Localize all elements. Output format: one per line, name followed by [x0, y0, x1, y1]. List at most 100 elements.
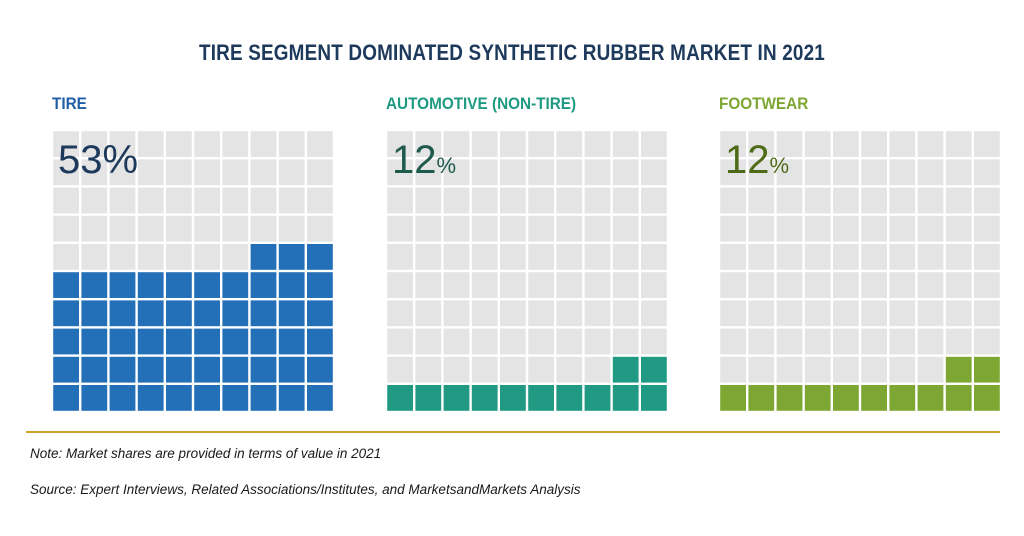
waffle-cell-filled	[81, 328, 108, 355]
waffle-cell-filled	[612, 356, 639, 383]
waffle-cell-filled	[556, 385, 583, 411]
waffle-cell-empty	[584, 356, 611, 383]
waffle-cell-empty	[387, 215, 413, 242]
waffle-cell-empty	[776, 328, 803, 355]
waffle-cell-empty	[53, 131, 79, 157]
waffle-cell-filled	[945, 356, 972, 383]
waffle-cell-empty	[889, 187, 916, 214]
waffle-cell-filled	[222, 385, 249, 411]
waffle-cell-filled	[137, 272, 164, 298]
waffle-panel-automotive: AUTOMOTIVE (NON-TIRE) 12%	[386, 94, 668, 412]
waffle-cell-empty	[556, 328, 583, 355]
waffle-cell-filled	[307, 244, 333, 270]
waffle-cell-filled	[81, 272, 108, 298]
waffle-cell-filled	[81, 385, 108, 411]
waffle-cell-empty	[612, 215, 639, 242]
waffle-cell-filled	[584, 385, 611, 411]
waffle-cell-empty	[776, 244, 803, 270]
waffle-cell-empty	[833, 215, 859, 242]
segment-label: AUTOMOTIVE (NON-TIRE)	[386, 94, 577, 113]
waffle-cell-filled	[974, 356, 1000, 383]
waffle-cell-empty	[528, 159, 554, 186]
waffle-cell-empty	[194, 187, 220, 214]
waffle-panel-footwear: FOOTWEAR 12%	[719, 94, 1001, 412]
waffle-cell-empty	[833, 272, 859, 298]
waffle-cell-empty	[974, 187, 1000, 214]
waffle-cell-empty	[556, 215, 583, 242]
waffle-cell-empty	[641, 215, 667, 242]
waffle-cell-filled	[250, 328, 277, 355]
waffle-cell-filled	[53, 328, 79, 355]
waffle-cell-empty	[222, 244, 249, 270]
waffle-cell-empty	[917, 356, 944, 383]
waffle-cell-filled	[81, 356, 108, 383]
waffle-cell-empty	[720, 328, 746, 355]
waffle-cell-empty	[917, 131, 944, 157]
waffle-cell-filled	[166, 300, 192, 327]
waffle-cell-filled	[278, 272, 305, 298]
waffle-cell-empty	[528, 300, 554, 327]
waffle-cell-filled	[166, 272, 192, 298]
waffle-cell-empty	[194, 244, 220, 270]
waffle-cell-empty	[889, 131, 916, 157]
waffle-cell-empty	[500, 244, 526, 270]
waffle-cell-empty	[748, 356, 775, 383]
waffle-cell-filled	[194, 385, 220, 411]
waffle-cell-empty	[443, 272, 470, 298]
waffle-cell-empty	[748, 272, 775, 298]
waffle-cell-empty	[945, 187, 972, 214]
waffle-cell-empty	[194, 215, 220, 242]
waffle-cell-empty	[222, 187, 249, 214]
waffle-cell-filled	[109, 385, 136, 411]
waffle-cell-empty	[945, 300, 972, 327]
waffle-cell-filled	[222, 328, 249, 355]
waffle-cell-empty	[612, 244, 639, 270]
waffle-cell-empty	[443, 356, 470, 383]
waffle-cell-empty	[443, 187, 470, 214]
waffle-cell-empty	[974, 131, 1000, 157]
waffle-cell-empty	[776, 131, 803, 157]
waffle-cell-empty	[250, 159, 277, 186]
waffle-cell-filled	[278, 244, 305, 270]
waffle-cell-empty	[53, 159, 79, 186]
waffle-cell-filled	[109, 300, 136, 327]
waffle-cell-empty	[804, 131, 831, 157]
waffle-cell-empty	[194, 159, 220, 186]
waffle-cell-filled	[194, 300, 220, 327]
waffle-cell-filled	[109, 328, 136, 355]
waffle-cell-empty	[612, 131, 639, 157]
waffle-cell-empty	[109, 215, 136, 242]
waffle-cell-empty	[137, 159, 164, 186]
waffle-cell-empty	[387, 356, 413, 383]
waffle-cell-empty	[776, 215, 803, 242]
waffle-cell-empty	[443, 215, 470, 242]
waffle-cell-empty	[109, 131, 136, 157]
waffle-cell-filled	[278, 300, 305, 327]
waffle-cell-filled	[641, 385, 667, 411]
waffle-cell-empty	[528, 356, 554, 383]
footer-divider	[26, 431, 1000, 433]
waffle-cell-empty	[471, 328, 498, 355]
waffle-cell-empty	[307, 131, 333, 157]
waffle-cell-empty	[471, 187, 498, 214]
waffle-cell-filled	[137, 328, 164, 355]
waffle-cell-filled	[222, 300, 249, 327]
waffle-cell-empty	[641, 300, 667, 327]
waffle-cell-empty	[776, 272, 803, 298]
waffle-cell-filled	[641, 356, 667, 383]
waffle-cell-filled	[861, 385, 887, 411]
waffle-cell-empty	[833, 131, 859, 157]
waffle-cell-empty	[720, 131, 746, 157]
waffle-cell-empty	[584, 300, 611, 327]
waffle-cell-empty	[528, 272, 554, 298]
waffle-cell-empty	[720, 272, 746, 298]
waffle-cell-empty	[861, 272, 887, 298]
waffle-cell-empty	[917, 215, 944, 242]
waffle-cell-empty	[917, 300, 944, 327]
waffle-cell-filled	[250, 356, 277, 383]
waffle-cell-empty	[443, 300, 470, 327]
waffle-cell-empty	[500, 356, 526, 383]
waffle-cell-empty	[556, 187, 583, 214]
waffle-cell-empty	[250, 131, 277, 157]
waffle-cell-empty	[641, 159, 667, 186]
